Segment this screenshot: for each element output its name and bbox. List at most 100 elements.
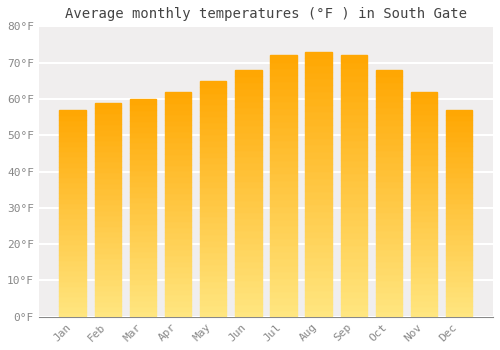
Bar <box>165 249 191 255</box>
Bar <box>446 136 472 141</box>
Bar <box>376 150 402 156</box>
Bar <box>270 167 296 173</box>
Bar <box>270 265 296 271</box>
Bar <box>306 105 332 111</box>
Bar <box>411 300 438 306</box>
Bar <box>446 286 472 291</box>
Bar <box>94 279 121 285</box>
Bar <box>130 159 156 164</box>
Bar <box>376 292 402 298</box>
Bar <box>235 261 262 267</box>
Bar <box>376 237 402 243</box>
Bar <box>235 187 262 193</box>
Bar <box>200 187 226 193</box>
Bar <box>446 224 472 229</box>
Bar <box>200 81 226 87</box>
Bar <box>446 229 472 234</box>
Bar <box>235 212 262 218</box>
Bar <box>235 162 262 169</box>
Bar <box>306 111 332 118</box>
Bar <box>235 255 262 261</box>
Bar <box>340 88 367 94</box>
Bar <box>60 296 86 301</box>
Bar <box>94 188 121 194</box>
Bar <box>270 180 296 186</box>
Bar <box>130 197 156 202</box>
Bar <box>340 173 367 180</box>
Bar <box>165 125 191 131</box>
Bar <box>306 224 332 231</box>
Bar <box>340 186 367 193</box>
Bar <box>60 286 86 291</box>
Bar <box>165 154 191 159</box>
Bar <box>165 283 191 289</box>
Bar <box>306 244 332 251</box>
Bar <box>165 210 191 216</box>
Bar <box>60 218 86 224</box>
Bar <box>306 65 332 72</box>
Bar <box>200 258 226 264</box>
Bar <box>94 301 121 306</box>
Bar <box>165 266 191 272</box>
Bar <box>340 278 367 284</box>
Bar <box>270 55 296 317</box>
Bar <box>235 243 262 249</box>
Bar <box>270 82 296 88</box>
Bar <box>60 136 86 141</box>
Bar <box>94 210 121 215</box>
Bar <box>270 121 296 127</box>
Bar <box>446 162 472 167</box>
Bar <box>376 156 402 162</box>
Bar <box>306 85 332 91</box>
Bar <box>94 135 121 140</box>
Bar <box>376 144 402 150</box>
Bar <box>60 182 86 188</box>
Bar <box>411 182 438 187</box>
Bar <box>235 199 262 206</box>
Bar <box>235 286 262 292</box>
Bar <box>60 115 86 120</box>
Bar <box>411 120 438 125</box>
Bar <box>130 279 156 284</box>
Bar <box>376 193 402 199</box>
Bar <box>411 249 438 255</box>
Bar <box>446 218 472 224</box>
Bar <box>200 110 226 116</box>
Bar <box>60 125 86 131</box>
Bar <box>340 167 367 173</box>
Bar <box>376 107 402 113</box>
Bar <box>270 62 296 68</box>
Bar <box>446 167 472 172</box>
Bar <box>411 232 438 238</box>
Bar <box>165 311 191 317</box>
Bar <box>376 274 402 280</box>
Bar <box>165 182 191 187</box>
Bar <box>130 219 156 224</box>
Bar <box>411 108 438 114</box>
Bar <box>130 164 156 170</box>
Bar <box>165 260 191 266</box>
Bar <box>411 272 438 278</box>
Bar <box>340 160 367 167</box>
Bar <box>130 137 156 142</box>
Bar <box>306 257 332 264</box>
Bar <box>376 132 402 138</box>
Bar <box>270 225 296 232</box>
Bar <box>130 142 156 148</box>
Bar <box>200 240 226 246</box>
Bar <box>235 144 262 150</box>
Bar <box>340 238 367 245</box>
Bar <box>446 270 472 275</box>
Bar <box>270 75 296 82</box>
Bar <box>306 290 332 297</box>
Bar <box>165 255 191 260</box>
Bar <box>446 301 472 307</box>
Bar <box>340 75 367 82</box>
Bar <box>130 262 156 268</box>
Bar <box>340 199 367 206</box>
Bar <box>411 114 438 120</box>
Bar <box>200 211 226 217</box>
Bar <box>165 238 191 244</box>
Bar <box>376 138 402 144</box>
Bar <box>270 304 296 310</box>
